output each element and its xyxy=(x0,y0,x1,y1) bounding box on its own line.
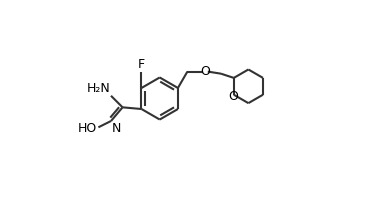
Text: HO: HO xyxy=(78,122,97,135)
Text: N: N xyxy=(112,122,121,135)
Text: O: O xyxy=(228,90,238,103)
Text: H₂N: H₂N xyxy=(86,82,110,95)
Text: F: F xyxy=(138,58,145,71)
Text: O: O xyxy=(201,65,210,78)
